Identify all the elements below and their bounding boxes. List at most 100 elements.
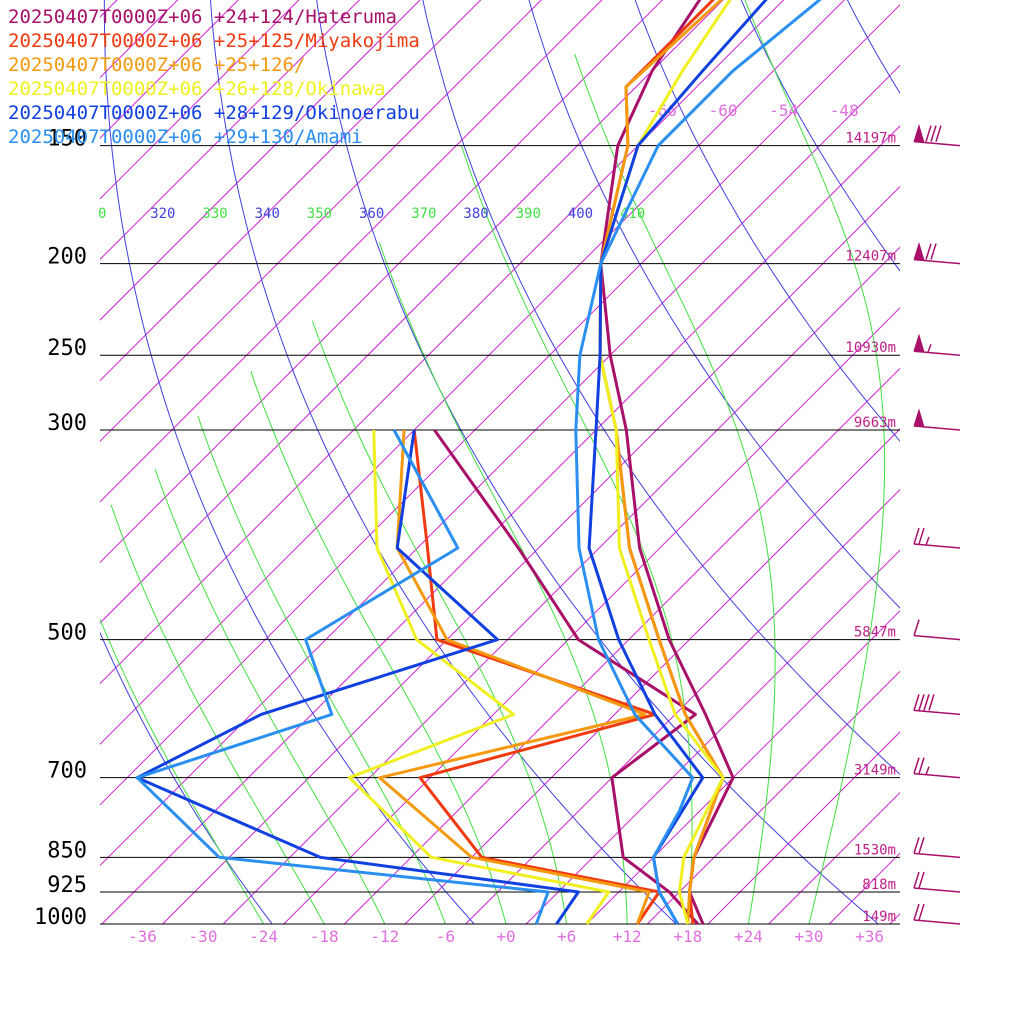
isotherm-line: [162, 185, 900, 924]
height-label: 1530m: [854, 842, 896, 858]
wind-barb: [913, 903, 961, 925]
series-group: [347, 0, 732, 925]
dry-adiabat-line: [316, 0, 879, 924]
theta-label: 370: [411, 206, 436, 222]
theta-label: 330: [202, 206, 227, 222]
isotherm-line: [465, 488, 900, 924]
dry-adiabat-line: [210, 0, 677, 924]
isotherm-line: [100, 0, 724, 624]
wind-barb: [913, 408, 961, 431]
wind-barb: [913, 241, 961, 265]
height-label: 14197m: [845, 131, 896, 147]
isotherm-label: -54: [769, 101, 798, 120]
dry-adiabat-line: [936, 0, 1024, 924]
x-tick-label: -36: [128, 927, 157, 946]
moist-adiabat-line: [110, 504, 325, 924]
moist-adiabat-line: [154, 468, 386, 924]
height-label: 10930m: [845, 340, 896, 356]
isotherm-line: [100, 0, 482, 382]
isotherm-line: [101, 125, 900, 924]
pressure-label: 500: [47, 621, 87, 646]
dewpoint-line: [135, 429, 580, 925]
series-group: [378, 0, 725, 925]
dry-adiabat-line: [422, 0, 900, 776]
wind-barbs: [913, 123, 961, 925]
wind-barb: [913, 694, 961, 716]
x-tick-label: +30: [795, 927, 824, 946]
temperature-line: [598, 0, 725, 925]
wind-barb: [913, 123, 961, 147]
dewpoint-line: [412, 429, 661, 925]
wind-barb: [913, 333, 961, 356]
theta-label: 360: [359, 206, 384, 222]
sounding-series: [135, 0, 822, 925]
x-tick-label: -6: [436, 927, 455, 946]
isotherm-line: [100, 0, 421, 321]
isotherm-line: [100, 4, 900, 806]
isotherm-line: [222, 246, 900, 924]
legend-entry: 20250407T0000Z+06 +29+130/Amami: [8, 126, 363, 148]
theta-label: 350: [307, 206, 332, 222]
x-axis-ticks: -36 -30 -24 -18 -12 -6 +0 +6 +12 +18 +24 +30 +36: [128, 927, 884, 946]
isotherm-line: [100, 0, 664, 564]
isotherm-lines: [100, 0, 1024, 924]
legend-entry: 20250407T0000Z+06 +25+126/: [8, 54, 305, 76]
series-group: [433, 0, 735, 925]
isotherm-line: [647, 670, 900, 924]
x-tick-label: +6: [557, 927, 576, 946]
isotherm-line: [586, 610, 900, 924]
temperature-line: [599, 0, 735, 925]
isotherm-line: [100, 0, 603, 503]
theta-label: 340: [255, 206, 280, 222]
isotherm-label: -60: [709, 101, 738, 120]
theta-label: 390: [516, 206, 541, 222]
pressure-label: 925: [47, 873, 87, 898]
x-tick-label: +24: [734, 927, 763, 946]
theta-label: 400: [568, 206, 593, 222]
dewpoint-line: [135, 429, 550, 925]
isotherm-line: [100, 0, 542, 442]
x-tick-label: +18: [673, 927, 702, 946]
isobar-lines: 10016544m15014197m20012407m25010930m3009…: [34, 127, 900, 930]
theta-label: 0: [98, 206, 106, 222]
isotherm-label: -48: [830, 101, 859, 120]
x-tick-label: -18: [310, 927, 339, 946]
wind-barb: [913, 619, 961, 641]
moist-adiabat-line: [574, 53, 776, 924]
isotherm-line: [404, 428, 900, 924]
height-label: 818m: [862, 877, 896, 893]
moist-adiabat-line: [378, 242, 628, 924]
height-label: 5847m: [854, 625, 896, 641]
isotherm-line: [889, 913, 900, 924]
legend-entry: 20250407T0000Z+06 +26+128/Okinawa: [8, 78, 386, 100]
isotherm-line: [950, 0, 1024, 924]
moist-adiabat-line: [460, 145, 693, 924]
theta-labels: 0 320 330 340 350 360 370 380 390 400 410: [98, 206, 645, 222]
wind-barb: [913, 871, 961, 893]
x-tick-label: -30: [189, 927, 218, 946]
dewpoint-line: [433, 429, 700, 925]
pressure-label: 300: [47, 411, 87, 436]
temperature-line: [574, 0, 822, 925]
wind-barb: [913, 757, 961, 779]
x-tick-label: +12: [613, 927, 642, 946]
legend-entry: 20250407T0000Z+06 +28+129/Okinoerabu: [8, 102, 420, 124]
pressure-label: 850: [47, 838, 87, 863]
height-label: 9663m: [854, 415, 896, 431]
moist-adiabat-line: [311, 320, 568, 924]
height-label: 12407m: [845, 249, 896, 265]
dry-adiabat-line: [528, 0, 900, 609]
theta-label: 320: [150, 206, 175, 222]
height-label: 149m: [862, 909, 896, 925]
isotherm-line: [100, 64, 900, 867]
dewpoint-line: [378, 429, 651, 925]
temperature-line: [598, 0, 732, 925]
isotherm-line: [100, 0, 785, 685]
legend-entry: 20250407T0000Z+06 +24+124/Hateruma: [8, 6, 397, 28]
wind-barb: [913, 837, 961, 859]
series-group: [135, 0, 822, 925]
legend: 20250407T0000Z+06 +24+124/Hateruma 202504…: [8, 6, 420, 148]
theta-label: 380: [463, 206, 488, 222]
height-label: 3149m: [854, 763, 896, 779]
